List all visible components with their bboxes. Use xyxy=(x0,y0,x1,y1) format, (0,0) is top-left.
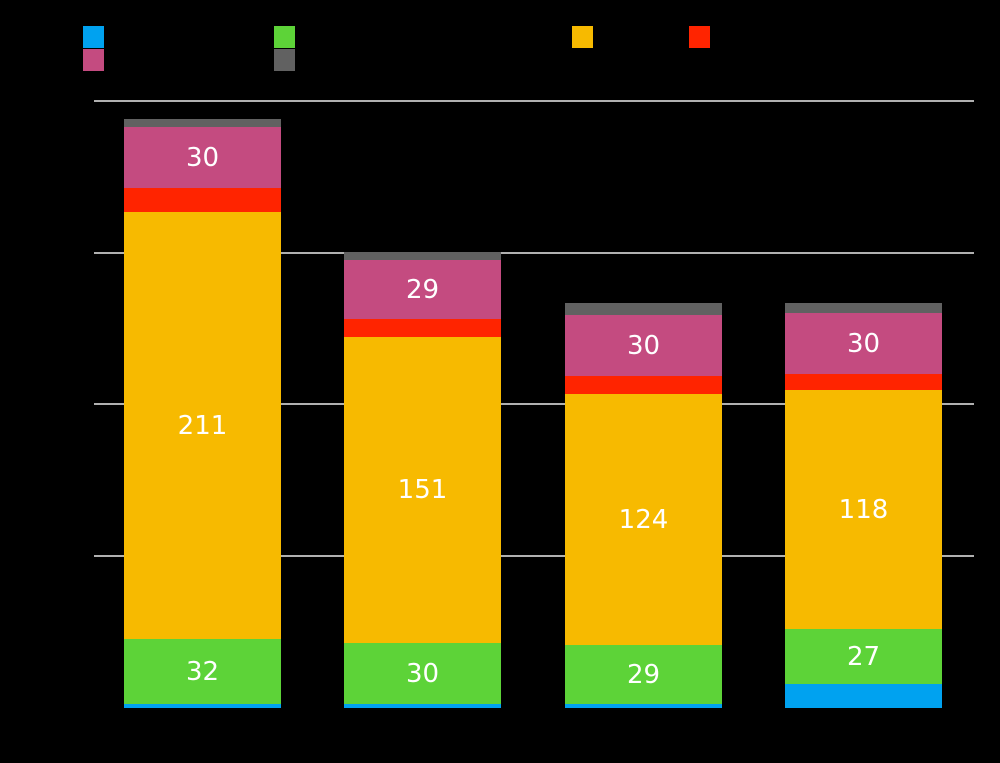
bar-2-segment-yellow xyxy=(344,337,501,643)
bar-1-segment-yellow xyxy=(124,212,281,639)
legend-swatch-yellow xyxy=(572,26,593,48)
bar-2-magenta-value-label: 29 xyxy=(405,274,440,305)
bar-2-yellow-value-label: 151 xyxy=(397,475,448,505)
bar-1-yellow-value-label: 211 xyxy=(177,410,228,441)
bar-1-green-value-label: 32 xyxy=(185,656,220,687)
bar-3-magenta-value-label: 30 xyxy=(626,330,661,361)
bar-3-segment-blue xyxy=(565,704,722,708)
legend-swatch-green xyxy=(274,26,295,48)
bar-2-segment-blue xyxy=(344,704,501,708)
bar-2-segment-green xyxy=(344,643,501,704)
gridline xyxy=(94,251,974,254)
bar-2-segment-magenta xyxy=(344,260,501,319)
bar-4-segment-red xyxy=(785,374,942,390)
bar-4-yellow-value-label: 118 xyxy=(838,494,889,525)
legend-swatch-gray xyxy=(274,49,295,71)
bar-3-segment-red xyxy=(565,376,722,394)
gridline xyxy=(94,403,974,406)
bar-1-magenta-value-label: 30 xyxy=(185,142,220,173)
bar-3-green-value-label: 29 xyxy=(626,659,661,690)
bar-4-segment-green xyxy=(785,629,942,684)
bar-4-segment-gray xyxy=(785,303,942,313)
bar-3-segment-yellow xyxy=(565,394,722,645)
bar-4-segment-magenta xyxy=(785,313,942,374)
bar-1-segment-magenta xyxy=(124,127,281,188)
bar-4-green-value-label: 27 xyxy=(846,641,881,672)
bar-4-segment-yellow xyxy=(785,390,942,629)
gridline xyxy=(94,99,974,102)
bar-2-green-value-label: 30 xyxy=(405,658,440,689)
bar-4-segment-blue xyxy=(785,684,942,708)
bar-1-segment-red xyxy=(124,188,281,212)
bar-1-segment-green xyxy=(124,639,281,704)
bar-3-segment-gray xyxy=(565,303,722,315)
legend-swatch-magenta xyxy=(83,49,104,71)
bar-3-segment-magenta xyxy=(565,315,722,376)
bar-2-segment-red xyxy=(344,319,501,337)
bar-1-segment-gray xyxy=(124,119,281,127)
bar-3-yellow-value-label: 124 xyxy=(618,504,669,535)
legend-swatch-red xyxy=(689,26,710,48)
bar-4-magenta-value-label: 30 xyxy=(846,328,881,359)
gridline xyxy=(94,555,974,558)
bar-1-segment-blue xyxy=(124,704,281,708)
legend-swatch-blue xyxy=(83,26,104,48)
bar-3-segment-green xyxy=(565,645,722,704)
bar-2-segment-gray xyxy=(344,252,501,260)
